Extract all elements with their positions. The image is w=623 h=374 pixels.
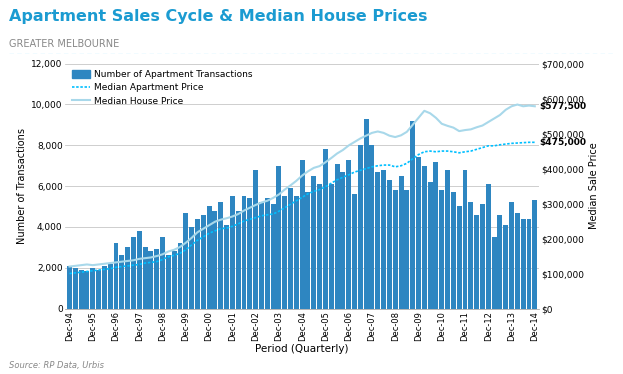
Bar [352,194,357,309]
Bar [346,160,351,309]
Bar [96,270,101,309]
Bar [120,255,125,309]
Bar [492,237,497,309]
Bar [78,270,83,309]
Bar [277,166,282,309]
Bar [294,196,299,309]
Bar [486,184,491,309]
Bar [399,176,404,309]
Bar [305,192,310,309]
Bar [474,215,479,309]
Bar [282,196,287,309]
Bar [270,205,275,309]
Bar [172,251,177,309]
Bar [329,184,334,309]
Bar [230,196,235,309]
Bar [468,202,473,309]
Bar [439,190,444,309]
Bar [312,176,316,309]
Bar [509,202,514,309]
Bar [404,190,409,309]
Bar [242,196,247,309]
Bar [85,271,90,309]
Bar [317,184,322,309]
Bar [201,215,206,309]
Bar [392,190,397,309]
Bar [235,211,240,309]
Bar [108,264,113,309]
Bar [125,247,130,309]
Legend: Number of Apartment Transactions, Median Apartment Price, Median House Price: Number of Apartment Transactions, Median… [70,68,255,108]
Text: Source: RP Data, Urbis: Source: RP Data, Urbis [9,361,104,370]
Bar [247,198,252,309]
Bar [340,172,345,309]
Bar [387,180,392,309]
Bar [422,166,427,309]
Bar [358,145,363,309]
Bar [102,266,107,309]
Text: $577,500: $577,500 [539,102,586,111]
Bar [462,170,467,309]
Bar [375,172,380,309]
Y-axis label: Median Sale Price: Median Sale Price [589,143,599,229]
Bar [212,211,217,309]
Bar [160,237,165,309]
Text: Apartment Sales Cycle & Median House Prices: Apartment Sales Cycle & Median House Pri… [9,9,428,24]
Bar [480,205,485,309]
Bar [218,202,223,309]
Bar [410,121,415,309]
Bar [183,212,188,309]
Bar [155,249,159,309]
Bar [451,192,456,309]
Bar [323,149,328,309]
Bar [131,237,136,309]
Bar [526,219,531,309]
Bar [427,182,432,309]
Bar [253,170,258,309]
Bar [259,202,264,309]
Bar [497,215,502,309]
Bar [434,162,439,309]
Bar [137,231,142,309]
Bar [90,268,95,309]
Bar [369,145,374,309]
Bar [445,170,450,309]
Bar [335,163,340,309]
X-axis label: Period (Quarterly): Period (Quarterly) [255,344,349,354]
Text: $475,000: $475,000 [539,138,586,147]
Bar [143,247,148,309]
Bar [503,225,508,309]
Bar [189,227,194,309]
Bar [224,225,229,309]
Bar [265,198,270,309]
Bar [416,157,421,309]
Bar [166,255,171,309]
Bar [178,243,183,309]
Bar [113,243,118,309]
Bar [532,200,537,309]
Bar [67,266,72,309]
Bar [457,206,462,309]
Bar [207,206,212,309]
Bar [515,212,520,309]
Bar [195,219,200,309]
Bar [148,251,153,309]
Bar [288,188,293,309]
Text: GREATER MELBOURNE: GREATER MELBOURNE [9,39,120,49]
Bar [300,160,305,309]
Bar [364,119,369,309]
Bar [381,170,386,309]
Bar [73,268,78,309]
Y-axis label: Number of Transactions: Number of Transactions [17,128,27,244]
Bar [521,219,526,309]
